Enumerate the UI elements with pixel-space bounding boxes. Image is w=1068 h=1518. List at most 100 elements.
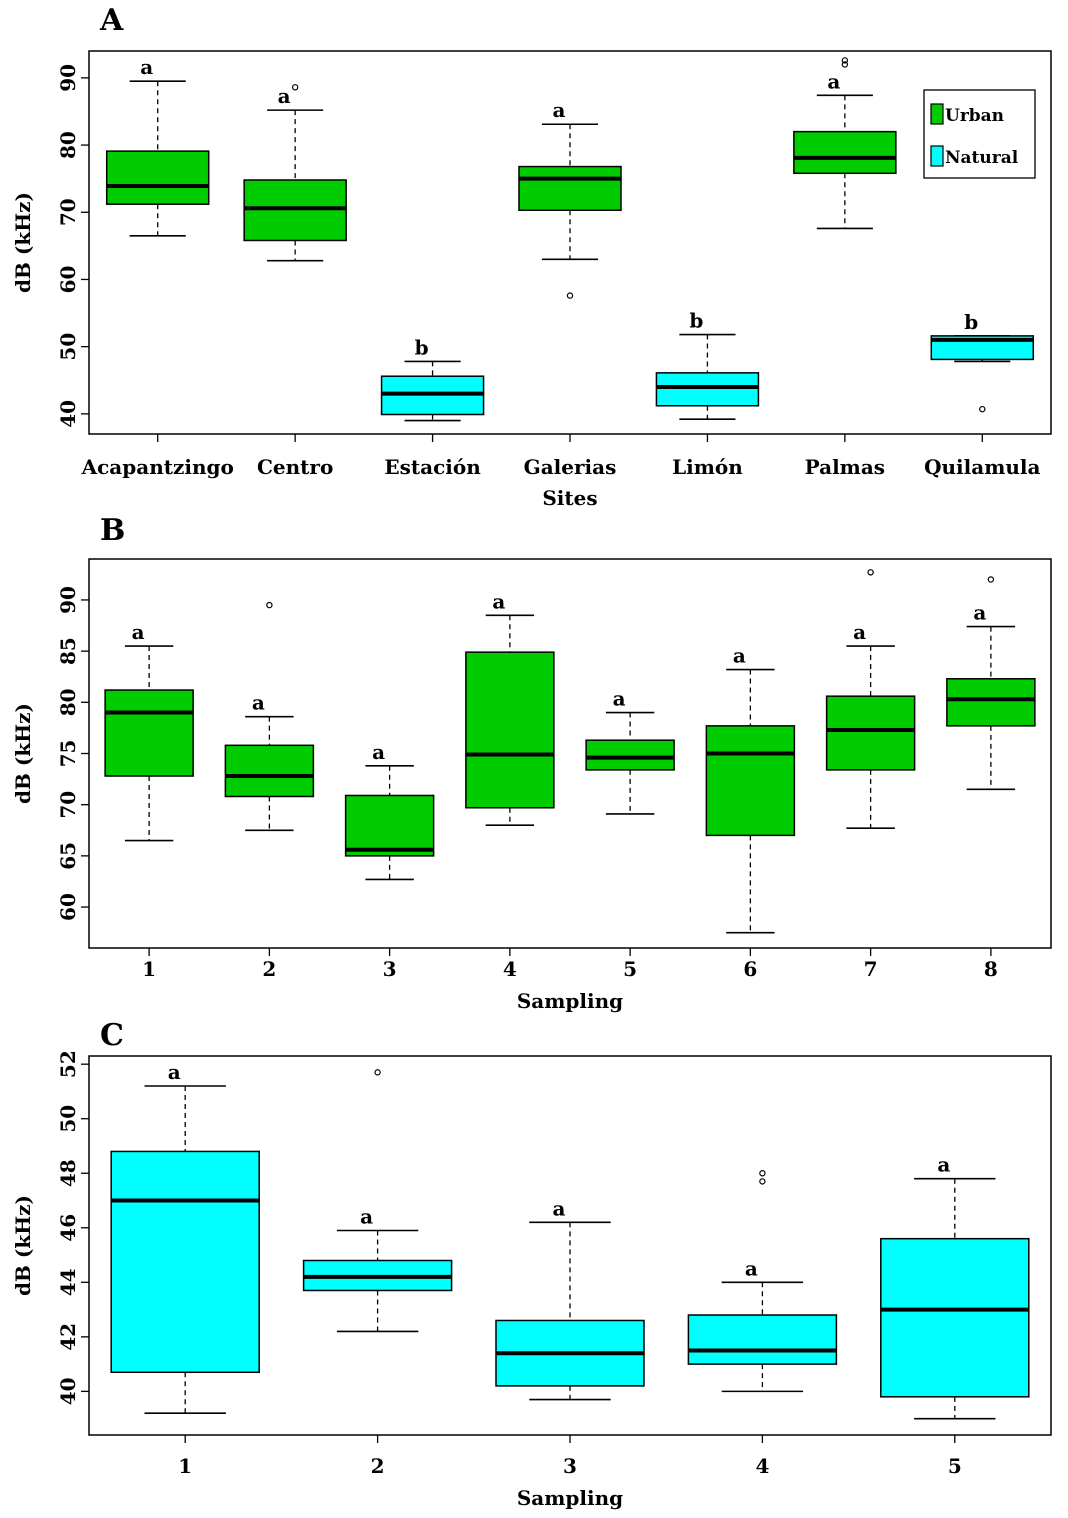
box-4: a: [465, 589, 555, 826]
y-tick-label: 40: [56, 1377, 80, 1405]
box-5: a: [880, 1153, 1030, 1420]
outlier-point: [841, 61, 849, 68]
panel-label: B: [100, 513, 126, 548]
significance-letter: a: [278, 84, 291, 108]
iqr-box: [946, 678, 1036, 727]
box-5: a: [585, 687, 675, 815]
panel-c: C 40 42 44 46 48 50 52 dB (kHz) a 1 a 2 a 3 a 4 a 5 Sampli…: [0, 1015, 1068, 1518]
y-axis-title: dB (kHz): [11, 703, 35, 804]
outlier-point: [374, 1069, 381, 1076]
box-3: a: [344, 740, 435, 881]
x-tick-label: Acapantzingo: [81, 455, 234, 479]
significance-letter: a: [360, 1205, 373, 1229]
x-axis-title: Sampling: [517, 989, 623, 1013]
x-tick-label: 5: [623, 957, 637, 981]
significance-letter: a: [973, 601, 986, 625]
x-tick-label: 4: [503, 957, 517, 981]
iqr-box: [585, 739, 675, 771]
y-tick-label: 70: [56, 791, 80, 819]
outlier-point: [987, 576, 995, 583]
plot-frame: [88, 50, 1052, 435]
x-tick-label: Limón: [672, 455, 743, 479]
box-6: a: [705, 644, 796, 934]
legend-swatch-natural: [930, 145, 944, 167]
box-8: a: [946, 576, 1036, 791]
iqr-box: [243, 179, 347, 242]
x-tick-label: 2: [262, 957, 276, 981]
outlier-point: [291, 84, 299, 91]
x-tick-label: Centro: [257, 455, 333, 479]
box-Galerias: a: [518, 98, 622, 299]
significance-letter: b: [689, 309, 703, 333]
outlier-point: [759, 1178, 766, 1185]
x-tick-label: 6: [743, 957, 757, 981]
box-2: a: [224, 601, 315, 832]
iqr-box: [104, 689, 194, 777]
y-tick-label: 90: [56, 586, 80, 614]
x-tick-label: 5: [948, 1454, 962, 1478]
x-tick-label: 1: [142, 957, 156, 981]
plot-frame: [88, 1055, 1052, 1436]
y-tick-label: 48: [56, 1159, 80, 1187]
iqr-box: [655, 372, 760, 407]
iqr-box: [705, 725, 796, 837]
y-tick-label: 42: [56, 1323, 80, 1351]
outlier-point: [867, 569, 874, 576]
box-Estación: b: [380, 335, 485, 422]
y-axis-title: dB (kHz): [11, 192, 35, 293]
iqr-box: [518, 165, 622, 211]
significance-letter: b: [964, 310, 978, 334]
y-tick-label: 40: [56, 400, 80, 428]
legend-label-urban: Urban: [945, 106, 1004, 126]
x-tick-label: Galerias: [524, 455, 617, 479]
box-Limón: b: [655, 309, 760, 421]
iqr-box: [224, 744, 315, 798]
x-tick-label: 3: [383, 957, 397, 981]
significance-letter: b: [415, 335, 429, 359]
box-Palmas: a: [793, 57, 897, 230]
box-Acapantzingo: a: [105, 55, 210, 237]
x-tick-label: 7: [864, 957, 878, 981]
y-tick-label: 70: [56, 198, 80, 226]
box-1: a: [110, 1060, 260, 1414]
iqr-box: [344, 794, 435, 857]
box-Centro: a: [243, 84, 347, 262]
outlier-point: [979, 405, 986, 413]
y-tick-label: 52: [56, 1050, 80, 1078]
significance-letter: a: [553, 98, 566, 122]
y-tick-label: 50: [56, 333, 80, 361]
iqr-box: [880, 1237, 1030, 1398]
outlier-point: [841, 57, 849, 64]
boxplot-natural-sampling: 40 42 44 46 48 50 52 dB (kHz) a 1 a 2 a 3 a 4 a 5 Sampling: [11, 1050, 1052, 1510]
outlier-point: [759, 1170, 766, 1177]
significance-letter: a: [853, 620, 866, 644]
y-tick-label: 75: [56, 740, 80, 768]
y-axis-title: dB (kHz): [11, 1195, 35, 1296]
x-axis-title: Sites: [542, 486, 597, 510]
iqr-box: [110, 1150, 260, 1374]
significance-letter: a: [140, 55, 153, 79]
significance-letter: a: [168, 1060, 181, 1084]
x-tick-label: Palmas: [805, 455, 885, 479]
box-1: a: [104, 620, 194, 842]
outlier-point: [266, 601, 273, 609]
x-tick-label: 8: [984, 957, 998, 981]
y-tick-label: 90: [56, 64, 80, 92]
x-tick-label: Quilamula: [924, 455, 1040, 479]
panel-label: C: [100, 1018, 124, 1053]
legend-label-natural: Natural: [945, 148, 1019, 168]
plot-frame: [88, 558, 1052, 949]
x-tick-label: 4: [755, 1454, 769, 1478]
significance-letter: a: [827, 69, 840, 93]
box-Quilamula: b: [930, 310, 1035, 413]
iqr-box: [793, 130, 897, 175]
iqr-box: [465, 651, 555, 809]
legend-swatch-urban: [930, 103, 944, 125]
y-tick-label: 60: [56, 893, 80, 921]
x-tick-label: 1: [178, 1454, 192, 1478]
y-tick-label: 80: [56, 131, 80, 159]
boxplot-by-site: 40 50 60 70 80 90 dB (kHz) a Acapantzingo a Centro…: [11, 50, 1052, 510]
y-tick-label: 85: [56, 637, 80, 665]
y-tick-label: 44: [56, 1268, 80, 1296]
panel-label: A: [100, 3, 124, 38]
